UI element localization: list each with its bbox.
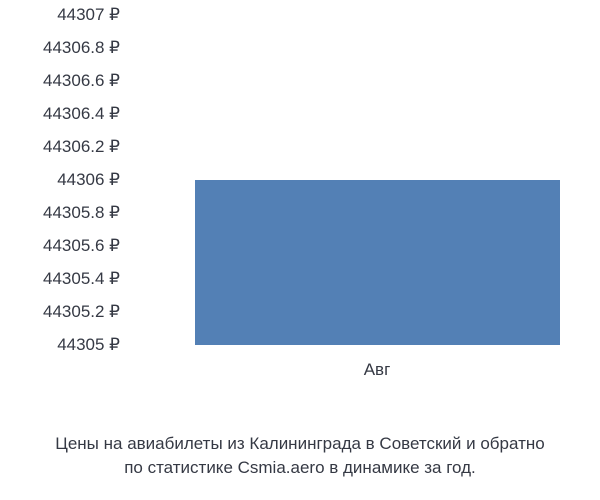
y-tick-label: 44305.6 ₽ [43,236,120,256]
y-tick-label: 44305.4 ₽ [43,269,120,289]
y-tick-label: 44306.6 ₽ [43,71,120,91]
y-tick-label: 44306.4 ₽ [43,104,120,124]
caption-line-1: Цены на авиабилеты из Калининграда в Сов… [0,432,600,456]
y-tick-label: 44306 ₽ [57,170,120,190]
y-tick-label: 44305.8 ₽ [43,203,120,223]
y-tick-label: 44305 ₽ [57,335,120,355]
chart-container: 44307 ₽ 44306.8 ₽ 44306.6 ₽ 44306.4 ₽ 44306.… [0,0,600,500]
x-tick-label: Авг [364,360,391,380]
y-tick-label: 44307 ₽ [57,5,120,25]
y-tick-label: 44306.8 ₽ [43,38,120,58]
y-tick-label: 44306.2 ₽ [43,137,120,157]
bar [195,180,560,345]
y-tick-label: 44305.2 ₽ [43,302,120,322]
caption-line-2: по статистике Csmia.aero в динамике за г… [0,456,600,480]
plot-area: Авг [130,15,570,345]
chart-caption: Цены на авиабилеты из Калининграда в Сов… [0,432,600,480]
